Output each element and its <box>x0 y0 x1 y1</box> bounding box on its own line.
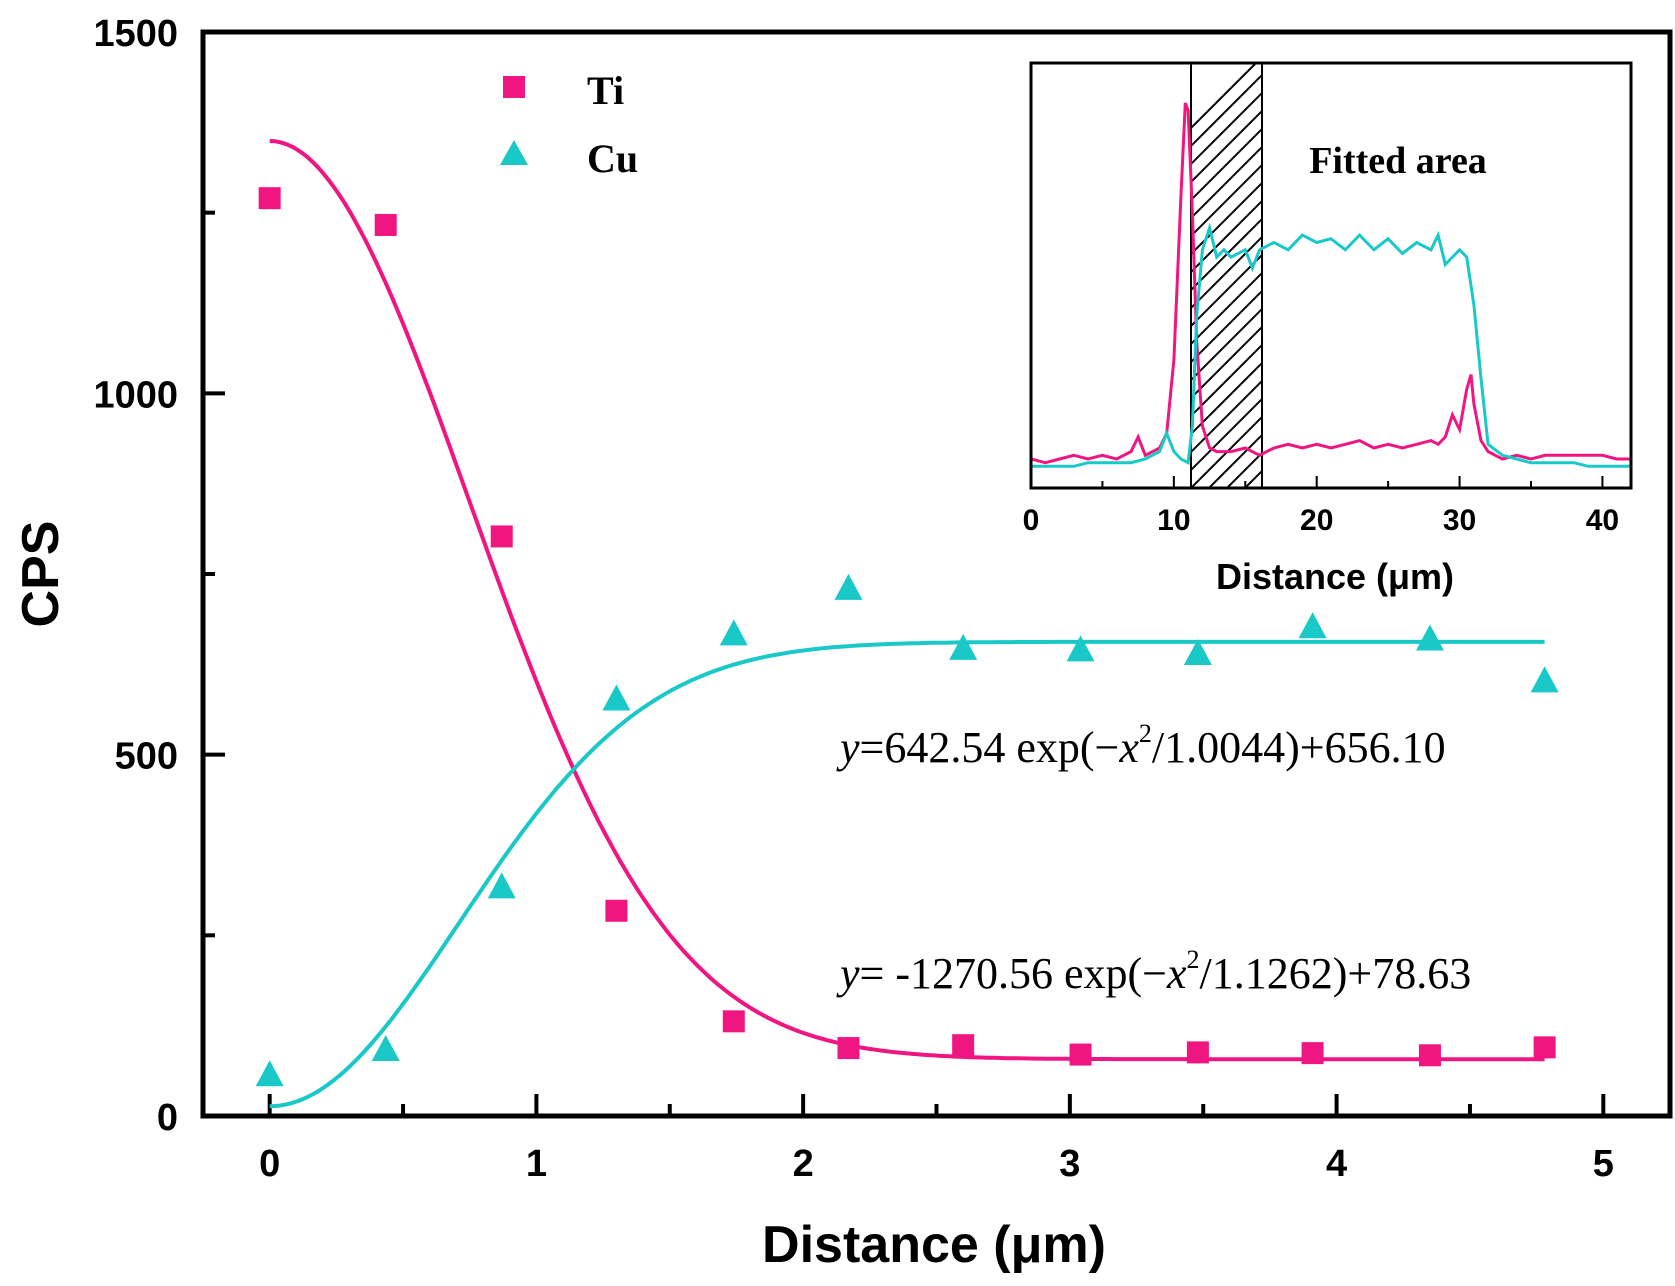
cu-fit-equation: y=642.54 exp(−x2/1.0044)+656.10 <box>836 719 1446 772</box>
inset-x-tick-label: 0 <box>1023 504 1040 537</box>
hatch-line <box>1191 217 1262 292</box>
inset-axis-ticks <box>1030 476 1604 488</box>
y-axis-title: CPS <box>12 521 70 628</box>
hatch-line <box>1191 253 1262 328</box>
ti-data-point <box>490 525 513 548</box>
cu-data-point <box>255 1060 284 1087</box>
cu-data-point <box>1066 635 1095 662</box>
hatch-line <box>1191 109 1262 184</box>
main-axis-ticks <box>203 30 1606 1118</box>
inset-frame <box>1029 61 1633 490</box>
ti-data-point <box>1533 1036 1556 1059</box>
hatch-line <box>1191 271 1262 346</box>
main-x-tick-labels: 0 1 2 3 4 5 <box>259 1143 1614 1185</box>
x-tick-label: 5 <box>1593 1143 1614 1185</box>
inset-x-tick-labels: 0 10 20 30 40 <box>1023 504 1619 537</box>
inset-ti-line <box>1031 102 1631 465</box>
cu-data-point <box>1415 624 1444 651</box>
hatch-line <box>1191 91 1262 166</box>
y-tick-label: 1500 <box>93 13 178 55</box>
hatch-line <box>1191 361 1262 436</box>
y-tick-label: 0 <box>157 1097 178 1139</box>
cu-data-point <box>487 872 516 899</box>
cu-fit-curve <box>269 639 1545 1109</box>
inset-x-axis-title: Distance (μm) <box>1216 556 1454 597</box>
inset-x-tick-label: 30 <box>1443 504 1476 537</box>
legend-cu-marker <box>500 140 528 165</box>
legend-ti-marker <box>503 76 525 98</box>
inset-x-tick-label: 20 <box>1300 504 1333 537</box>
x-tick-label: 3 <box>1059 1143 1080 1185</box>
cu-data-point <box>949 633 978 660</box>
cu-data-point <box>1530 666 1559 693</box>
ti-data-point <box>722 1010 745 1033</box>
hatch-line <box>1659 63 1675 488</box>
ti-data-point <box>1186 1041 1209 1064</box>
x-axis-title: Distance (μm) <box>762 1216 1106 1274</box>
ti-fit-curve <box>269 139 1545 1062</box>
hatch-line <box>1191 73 1262 148</box>
main-y-tick-labels: 0 500 1000 1500 <box>93 13 178 1139</box>
hatch-line <box>1191 379 1262 454</box>
fit-curves <box>269 139 1545 1109</box>
inset-x-tick-label: 10 <box>1157 504 1190 537</box>
ti-data-point <box>1069 1043 1092 1066</box>
inset-x-tick-label: 40 <box>1586 504 1619 537</box>
legend-ti-label: Ti <box>587 68 624 113</box>
fitted-area-label: Fitted area <box>1309 140 1487 182</box>
inset-chart: 0 10 20 30 40 Fitted area Distance (μm) <box>1023 61 1675 597</box>
ti-data-point <box>258 187 281 210</box>
y-tick-label: 1000 <box>93 374 178 416</box>
cu-data-point <box>834 573 863 600</box>
inset-background <box>1031 63 1631 488</box>
inset-profile-lines <box>1031 102 1631 468</box>
x-tick-label: 0 <box>259 1143 280 1185</box>
cu-data-point <box>371 1034 400 1061</box>
y-tick-label: 500 <box>115 736 178 778</box>
ti-fit-equation: y= -1270.56 exp(−x2/1.1262)+78.63 <box>836 945 1471 998</box>
cu-data-point <box>1183 638 1212 665</box>
data-markers <box>255 187 1559 1087</box>
ti-data-point <box>605 899 628 922</box>
x-tick-label: 2 <box>793 1143 814 1185</box>
cu-data-point <box>719 619 748 646</box>
ti-data-point <box>1418 1044 1441 1067</box>
cu-data-point <box>1298 612 1327 639</box>
hatch-line <box>1191 397 1262 472</box>
hatch-line <box>1191 127 1262 202</box>
x-tick-label: 1 <box>526 1143 547 1185</box>
inset-cu-line <box>1031 222 1631 468</box>
legend-cu-label: Cu <box>587 136 638 181</box>
cu-data-point <box>602 684 631 711</box>
ti-data-point <box>837 1037 860 1060</box>
x-tick-label: 4 <box>1326 1143 1347 1185</box>
ti-data-point <box>952 1034 975 1057</box>
ti-data-point <box>1301 1042 1324 1065</box>
legend: Ti Cu <box>500 68 638 181</box>
ti-data-point <box>374 213 397 236</box>
hatch-line <box>1191 235 1262 310</box>
